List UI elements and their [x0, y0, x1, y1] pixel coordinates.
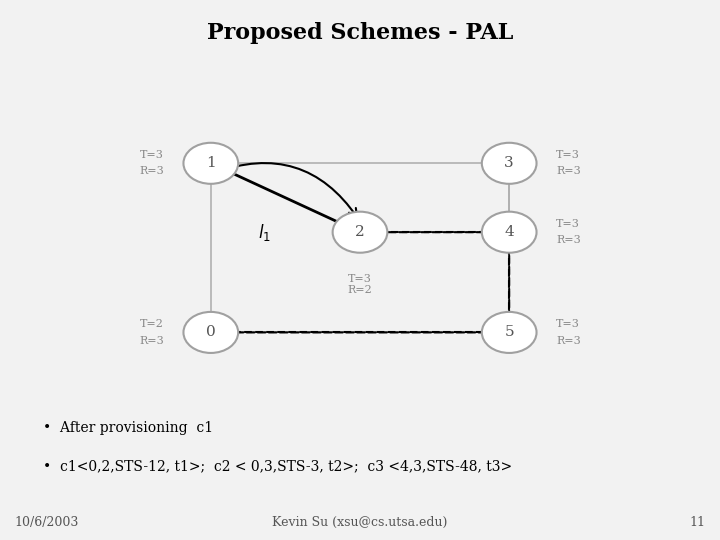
Text: 10/6/2003: 10/6/2003 [14, 516, 78, 529]
Circle shape [482, 143, 536, 184]
Text: 2: 2 [355, 225, 365, 239]
Text: T=3: T=3 [556, 150, 580, 160]
Text: Kevin Su (xsu@cs.utsa.edu): Kevin Su (xsu@cs.utsa.edu) [272, 516, 448, 529]
Text: 0: 0 [206, 326, 216, 340]
Text: R=3: R=3 [556, 235, 581, 245]
Text: •  c1<0,2,STS-12, t1>;  c2 < 0,3,STS-3, t2>;  c3 <4,3,STS-48, t3>: • c1<0,2,STS-12, t1>; c2 < 0,3,STS-3, t2… [43, 459, 513, 473]
Circle shape [482, 312, 536, 353]
Text: 11: 11 [690, 516, 706, 529]
FancyArrowPatch shape [213, 163, 357, 217]
Circle shape [184, 312, 238, 353]
Circle shape [184, 143, 238, 184]
Text: T=3: T=3 [556, 319, 580, 329]
Text: 4: 4 [504, 225, 514, 239]
Text: R=3: R=3 [556, 335, 581, 346]
Text: R=3: R=3 [556, 166, 581, 177]
Text: 1: 1 [206, 156, 216, 170]
Text: 3: 3 [505, 156, 514, 170]
Text: $l_1$: $l_1$ [258, 222, 271, 242]
Text: T=3: T=3 [348, 274, 372, 285]
Text: T=3: T=3 [140, 150, 164, 160]
Text: T=3: T=3 [556, 219, 580, 229]
Text: Proposed Schemes - PAL: Proposed Schemes - PAL [207, 22, 513, 44]
Text: T=2: T=2 [140, 319, 164, 329]
Circle shape [333, 212, 387, 253]
Text: R=3: R=3 [139, 166, 164, 177]
Text: 5: 5 [505, 326, 514, 340]
Text: R=3: R=3 [139, 335, 164, 346]
Circle shape [482, 212, 536, 253]
Text: R=2: R=2 [348, 285, 372, 295]
Text: •  After provisioning  c1: • After provisioning c1 [43, 421, 213, 435]
